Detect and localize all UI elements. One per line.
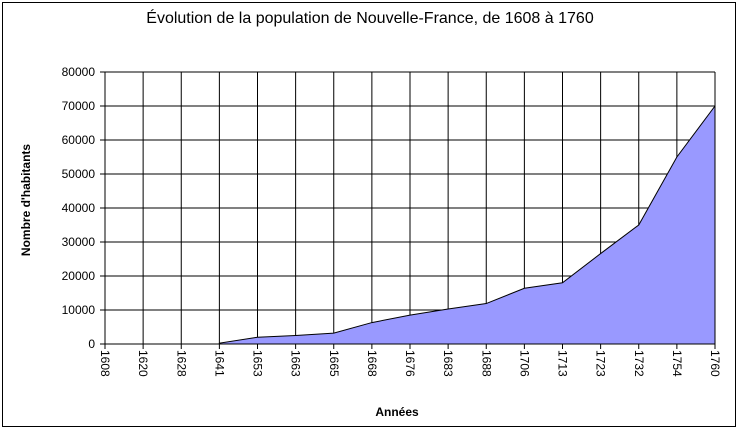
y-tick-label: 10000 [62, 303, 96, 317]
x-tick-label: 1732 [632, 350, 646, 377]
x-tick-label: 1713 [556, 350, 570, 377]
y-tick-label: 60000 [62, 133, 96, 147]
y-tick-label: 0 [88, 337, 95, 351]
x-tick-label: 1653 [251, 350, 265, 377]
x-tick-layer: 1608 1620 1628 1641 1653 1663 1665 1668 1676 1683… [98, 350, 722, 377]
x-tick-label: 1641 [212, 350, 226, 377]
x-tick-label: 1608 [98, 350, 112, 377]
y-tick-label: 70000 [62, 99, 96, 113]
y-tick-label: 80000 [62, 65, 96, 79]
x-tick-label: 1676 [403, 350, 417, 377]
chart-frame [2, 2, 736, 427]
area-series-population [218, 104, 716, 345]
x-tick-label: 1723 [594, 350, 608, 377]
x-tick-label: 1760 [708, 350, 722, 377]
x-tick-label: 1663 [289, 350, 303, 377]
area-layer [218, 104, 716, 345]
chart-title: Évolution de la population de Nouvelle-F… [146, 10, 594, 27]
y-tick-label: 30000 [62, 235, 96, 249]
x-tick-label: 1628 [174, 350, 188, 377]
x-tick-label: 1706 [517, 350, 531, 377]
y-tick-label: 40000 [62, 201, 96, 215]
y-tick-label: 50000 [62, 167, 96, 181]
x-axis-label: Années [375, 405, 419, 419]
x-tick-label: 1620 [136, 350, 150, 377]
x-tick-label: 1754 [670, 350, 684, 377]
axis-layer [100, 71, 716, 349]
y-tick-label: 20000 [62, 269, 96, 283]
x-tick-label: 1668 [365, 350, 379, 377]
y-tick-layer: 0 10000 20000 30000 40000 50000 60000 70000 8000… [62, 65, 96, 351]
x-tick-label: 1683 [441, 350, 455, 377]
x-tick-label: 1688 [479, 350, 493, 377]
x-tick-label: 1665 [327, 350, 341, 377]
